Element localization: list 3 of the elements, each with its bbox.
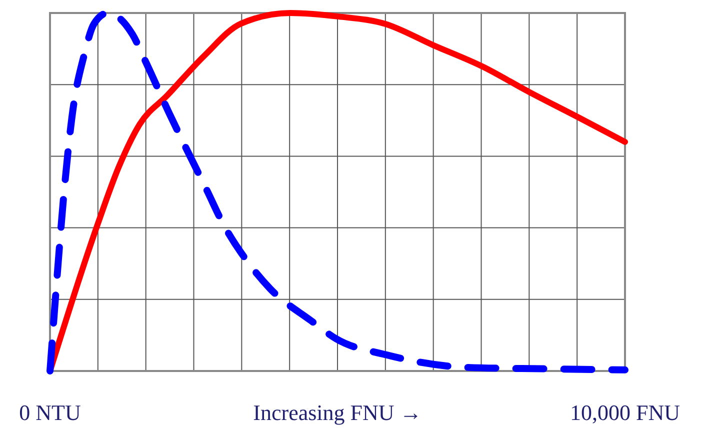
x-tick-label: 0 NTU	[19, 400, 81, 425]
x-axis-title: Increasing FNU →	[253, 400, 422, 425]
x-tick-label: 10,000 FNU	[570, 400, 680, 425]
